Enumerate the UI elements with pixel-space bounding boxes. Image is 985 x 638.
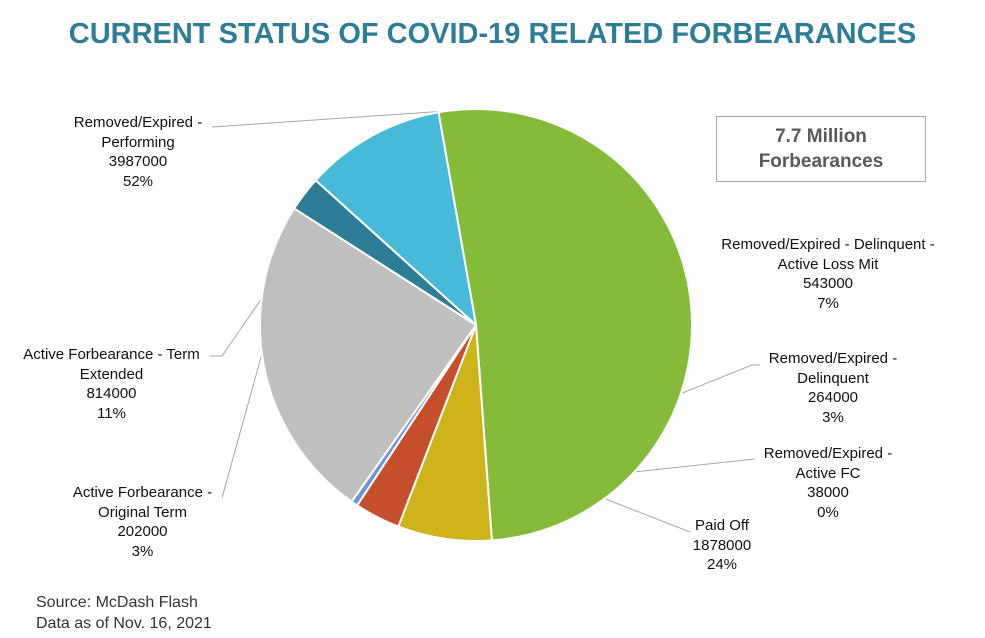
slice-label-original-term: Active Forbearance - Original Term 20200… <box>72 484 213 560</box>
slice-label-delinquent-loss-mit: Removed/Expired - Delinquent - Active Lo… <box>721 236 935 312</box>
total-forbearances-box: 7.7 Million Forbearances <box>716 116 926 182</box>
source-note: Source: McDash Flash Data as of Nov. 16,… <box>36 592 212 634</box>
pie-slices <box>259 107 694 542</box>
chart-title: CURRENT STATUS OF COVID-19 RELATED FORBE… <box>68 18 917 50</box>
slice-label-delinquent: Removed/Expired - Delinquent 264000 3% <box>768 350 898 426</box>
pie-slice-term-extended <box>314 111 477 326</box>
slice-label-active-fc: Removed/Expired - Active FC 38000 0% <box>763 445 893 521</box>
pie-slice-paid-off <box>259 207 477 503</box>
pie-slice-performing <box>437 107 694 542</box>
slice-label-performing: Removed/Expired - Performing 3987000 52% <box>73 114 203 190</box>
total-line-2: Forbearances <box>758 151 884 172</box>
leader-line-performing <box>211 110 447 128</box>
data-date: Data as of Nov. 16, 2021 <box>36 615 212 632</box>
slice-label-paid-off: Paid Off 1878000 24% <box>692 517 752 573</box>
source-text: Source: McDash Flash <box>36 594 198 611</box>
total-line-1: 7.7 Million <box>775 126 867 147</box>
slice-label-term-extended: Active Forbearance - Term Extended 81400… <box>23 346 200 422</box>
